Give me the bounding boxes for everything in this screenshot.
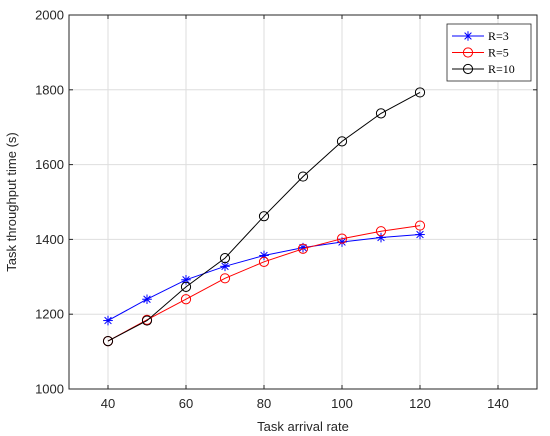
series-line [107,91,421,342]
x-tick-label: 100 [331,396,353,411]
data-point [180,281,192,292]
data-point [375,108,387,119]
legend-entry: R=10 [452,62,515,76]
y-tick-label: 1200 [35,307,64,322]
series-layer [102,87,426,347]
x-axis: 40 60 80 100 120 140 [101,15,509,411]
legend-label: R=5 [488,46,509,60]
data-point [375,226,387,237]
plot-frame [68,14,538,390]
data-point [462,63,474,75]
asterisk-stroke [143,295,151,303]
data-point [219,273,231,284]
x-tick-label: 40 [101,396,115,411]
data-point [102,336,114,347]
data-point [297,171,309,182]
data-point [463,31,473,41]
data-point [462,47,474,58]
legend: R=3 R=5 R=10 [446,23,532,82]
y-tick-label: 2000 [35,8,64,23]
legend-entry: R=5 [452,46,509,60]
data-point [336,136,348,147]
y-tick-label: 1400 [35,232,64,247]
data-point [414,87,426,98]
y-tick-label: 1800 [35,82,64,97]
data-point [258,211,270,222]
x-tick-label: 140 [487,396,509,411]
data-point [180,294,192,305]
x-axis-label: Task arrival rate [257,419,349,434]
legend-label: R=10 [488,62,515,76]
data-point [181,274,191,285]
series-line [107,225,421,342]
legend-label: R=3 [488,29,509,43]
data-point [415,229,425,240]
asterisk-stroke [464,32,472,40]
data-point [336,233,348,244]
y-axis: 1000 1200 1400 1600 1800 2000 [35,8,537,397]
grid [69,14,537,390]
asterisk-stroke [104,316,112,325]
asterisk-stroke [182,276,190,284]
data-point [103,315,113,326]
legend-entry: R=3 [452,29,509,43]
data-point [219,253,231,264]
x-tick-label: 120 [409,396,431,411]
asterisk-stroke [338,238,346,246]
x-tick-label: 60 [179,396,193,411]
data-point [297,243,309,254]
y-axis-label: Task throughput time (s) [4,132,19,271]
y-tick-label: 1600 [35,157,64,172]
series-3 [102,87,426,347]
data-point [258,256,270,267]
data-point [141,315,153,326]
asterisk-stroke [221,262,229,271]
series-2 [102,220,426,347]
data-point [142,294,152,305]
asterisk-stroke [416,230,424,239]
y-tick-label: 1000 [35,382,64,397]
x-tick-label: 80 [257,396,271,411]
data-point [414,220,426,231]
